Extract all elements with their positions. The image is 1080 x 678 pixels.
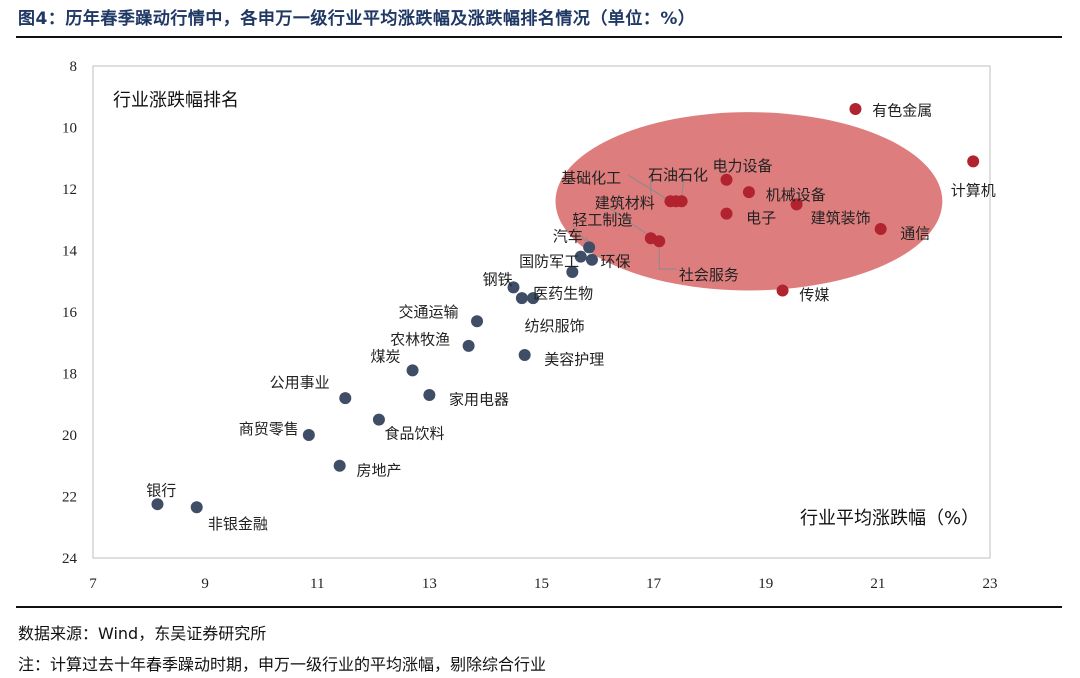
x-tick-label: 11 — [310, 576, 324, 592]
plot-frame — [92, 65, 991, 559]
y-tick-label: 16 — [62, 305, 78, 321]
point-label: 建筑材料 — [595, 194, 655, 212]
leader-line — [605, 205, 652, 238]
point-label: 轻工制造 — [572, 211, 632, 229]
highlight-ellipse — [555, 112, 943, 291]
data-point — [874, 222, 887, 235]
x-tick-label: 19 — [758, 576, 773, 592]
point-label: 电力设备 — [712, 157, 772, 175]
point-label: 环保 — [600, 252, 630, 270]
data-point — [302, 429, 315, 441]
data-point — [849, 103, 862, 116]
top-rule — [16, 36, 1062, 38]
x-tick-label: 7 — [89, 576, 97, 592]
x-tick-label: 21 — [870, 576, 885, 592]
x-tick-label: 23 — [983, 576, 998, 592]
x-tick-label: 13 — [422, 576, 437, 592]
leader-line — [628, 174, 671, 202]
point-label: 房地产 — [356, 461, 401, 479]
point-label: 家用电器 — [449, 391, 509, 409]
point-label: 通信 — [900, 225, 930, 243]
point-label: 机械设备 — [766, 186, 826, 204]
data-point — [790, 198, 803, 211]
data-point — [720, 207, 733, 220]
x-tick-label: 9 — [201, 576, 209, 592]
scatter-chart: 7 9 11 13 15 17 19 21 23 8 10 12 14 16 18 20 22 24 有色金属计算… — [62, 59, 998, 592]
data-point — [566, 266, 579, 279]
data-point — [471, 315, 484, 328]
y-tick-label: 24 — [62, 551, 78, 567]
data-point — [462, 339, 475, 352]
data-point — [720, 173, 733, 186]
data-point — [574, 250, 587, 263]
y-tick-label: 22 — [62, 490, 77, 506]
data-point — [518, 349, 531, 362]
point-label: 煤炭 — [371, 348, 401, 366]
point-label: 传媒 — [799, 286, 829, 304]
point-label: 电子 — [746, 209, 776, 227]
data-point — [339, 392, 352, 405]
point-label: 建筑装饰 — [811, 209, 871, 227]
x-tick-label: 15 — [534, 576, 549, 592]
y-tick-label: 10 — [62, 121, 77, 137]
data-point — [423, 389, 436, 402]
data-point — [527, 292, 540, 305]
point-label: 纺织服饰 — [525, 317, 585, 335]
point-label: 农林牧渔 — [390, 331, 450, 349]
point-label: 商贸零售 — [239, 420, 299, 438]
y-tick-label: 14 — [62, 244, 78, 260]
data-point — [583, 241, 596, 254]
y-tick-label: 18 — [62, 367, 77, 383]
point-label: 钢铁 — [483, 271, 513, 289]
x-axis-title: 行业平均涨跌幅（%） — [800, 508, 979, 529]
y-tick-label: 8 — [70, 59, 78, 75]
data-point — [151, 498, 164, 511]
y-tick-label: 12 — [62, 182, 77, 198]
y-axis-title: 行业涨跌幅排名 — [113, 90, 239, 111]
y-tick-label: 20 — [62, 428, 77, 444]
data-point — [776, 284, 789, 297]
data-point — [507, 281, 520, 294]
point-label: 基础化工 — [561, 169, 621, 187]
data-point — [742, 186, 755, 199]
data-point — [190, 501, 203, 514]
footnote: 注：计算过去十年春季躁动时期，申万一级行业的平均涨幅，剔除综合行业 — [18, 655, 547, 674]
data-point — [967, 155, 980, 168]
data-source: 数据来源：Wind，东吴证券研究所 — [18, 624, 267, 643]
point-label: 有色金属 — [872, 102, 932, 120]
point-label: 公用事业 — [270, 374, 330, 392]
point-label: 银行 — [146, 481, 176, 499]
figure-title: 图4：历年春季躁动行情中，各申万一级行业平均涨跌幅及涨跌幅排名情况（单位：%） — [18, 9, 696, 29]
point-label: 美容护理 — [544, 351, 604, 369]
data-point — [372, 413, 385, 426]
data-point — [585, 253, 598, 266]
data-point — [406, 364, 419, 377]
x-tick-label: 17 — [646, 576, 662, 592]
data-point — [515, 292, 528, 305]
point-label: 交通运输 — [399, 303, 459, 321]
point-label: 石油石化 — [648, 166, 708, 184]
data-point — [333, 459, 346, 472]
leader-line — [681, 173, 685, 199]
data-point — [670, 195, 683, 208]
point-label: 社会服务 — [679, 266, 739, 284]
bottom-rule — [16, 606, 1062, 608]
point-label: 计算机 — [951, 182, 996, 200]
point-label: 食品饮料 — [385, 424, 445, 442]
point-label: 汽车 — [553, 228, 583, 246]
point-label: 非银金融 — [208, 515, 268, 533]
point-label: 国防军工 — [519, 252, 579, 270]
data-point — [653, 235, 666, 248]
point-label: 医药生物 — [533, 285, 593, 303]
